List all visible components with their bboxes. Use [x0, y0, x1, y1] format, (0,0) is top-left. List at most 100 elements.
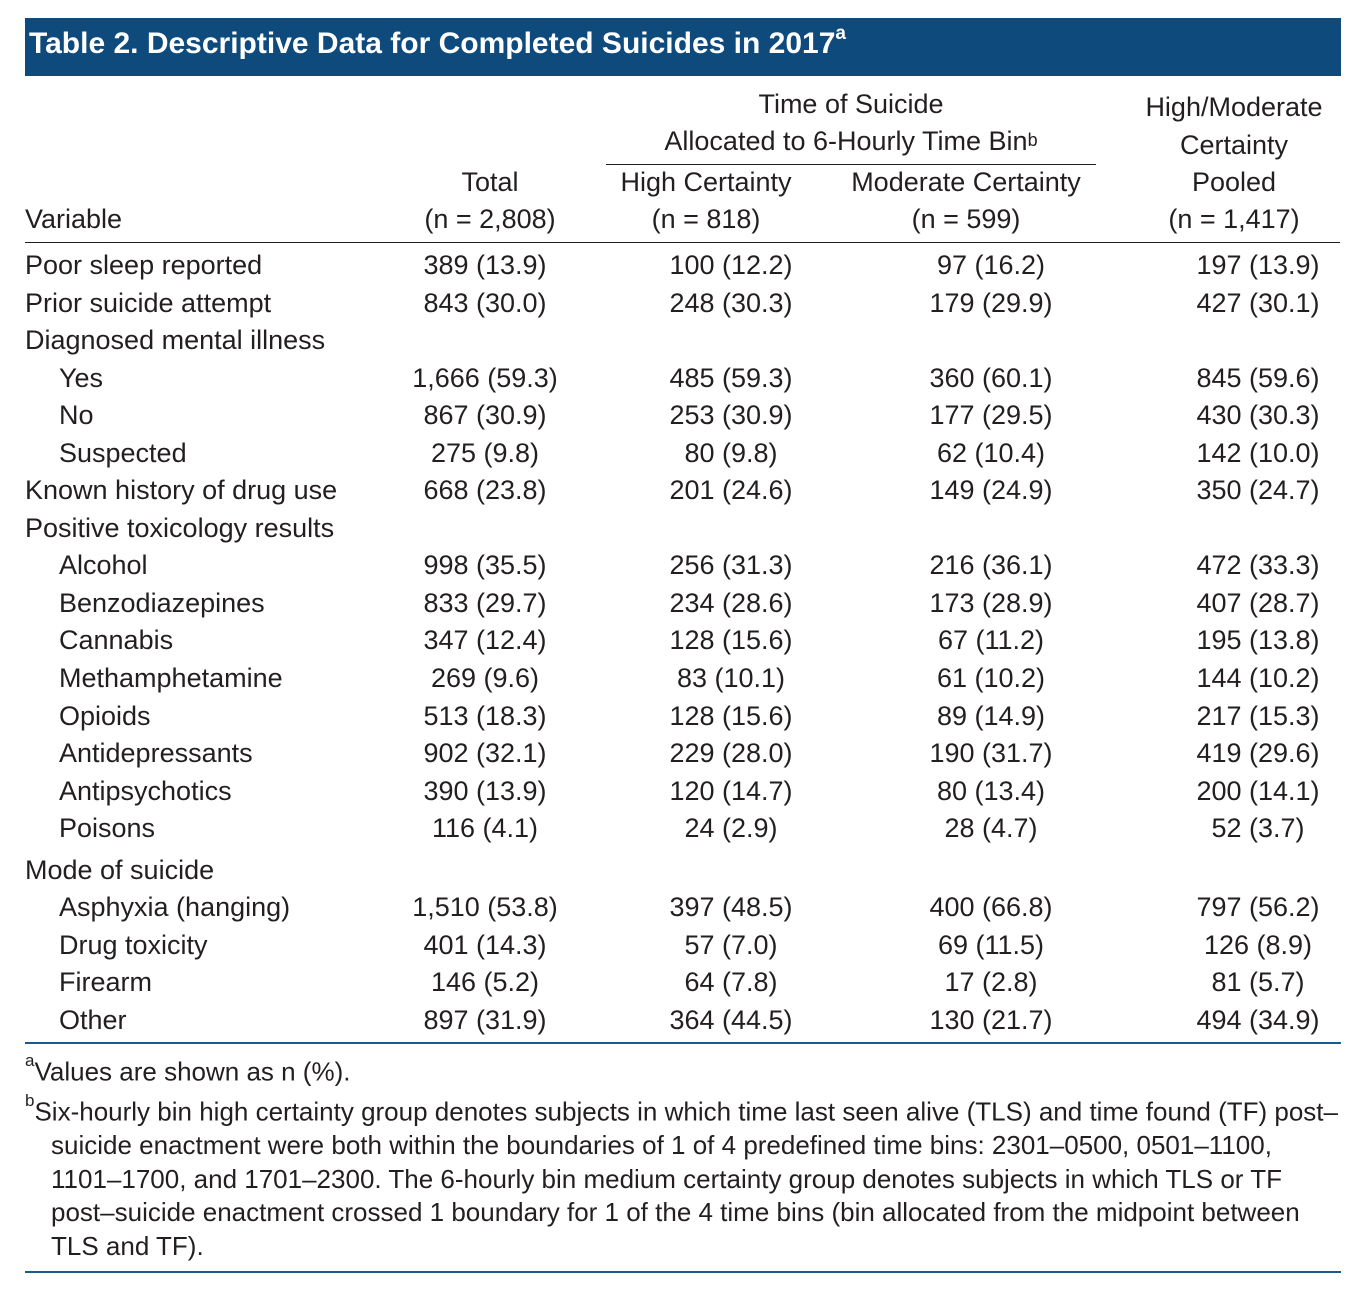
row-label: Asphyxia (hanging) [59, 892, 291, 923]
moderate-certainty-cell: 97 (16.2) [936, 250, 1046, 280]
high-certainty-cell: 248 (30.3) [669, 287, 793, 318]
high-certainty-cell: 24 (2.9) [684, 813, 778, 844]
table-row: Known history of drug use 668 (23.8) 201 (… [25, 472, 1341, 510]
total-cell: 347 (12.4) [423, 625, 547, 656]
pooled-cell: 430 (30.3) [1196, 400, 1320, 431]
table-row: Antidepressants 902 (32.1) 229 (28.0) 190 (… [25, 735, 1341, 773]
total-cell: 116 (4.1) [431, 813, 539, 844]
moderate-certainty-cell: 149 (24.9) [929, 475, 1053, 506]
table-row: Opioids 513 (18.3) 128 (15.6) 89 (14.9) 217 … [25, 698, 1341, 736]
table-row: Diagnosed mental illness [25, 322, 1341, 360]
pooled-cell: 419 (29.6) [1196, 738, 1320, 769]
row-label: No [59, 400, 94, 431]
pooled-header-line1: High/Moderate [1145, 92, 1323, 122]
pooled-cell: 472 (33.3) [1196, 550, 1320, 581]
footnote-b: bSix-hourly bin high certainty group den… [25, 1089, 1341, 1263]
row-label: Poisons [59, 813, 156, 844]
high-certainty-cell: 83 (10.1) [676, 663, 786, 694]
table-bottom-rule [25, 1042, 1341, 1044]
pooled-cell: 52 (3.7) [1211, 813, 1305, 844]
high-certainty-cell: 128 (15.6) [669, 625, 793, 656]
high-header-n: (n = 818) [651, 204, 761, 234]
row-label: Cannabis [59, 625, 174, 656]
high-certainty-cell: 64 (7.8) [684, 967, 778, 998]
total-cell: 401 (14.3) [423, 929, 547, 960]
high-certainty-cell: 253 (30.9) [669, 400, 793, 431]
table-row: Firearm 146 (5.2) 64 (7.8) 17 (2.8) 81 (5.7) [25, 964, 1341, 1002]
row-label: Opioids [59, 700, 151, 731]
header-bottom-rule [25, 242, 1340, 243]
total-header-label: Total [461, 167, 519, 197]
moderate-certainty-cell: 69 (11.5) [937, 929, 1045, 960]
footnote-b-marker: b [25, 1091, 35, 1111]
high-certainty-cell: 229 (28.0) [669, 738, 793, 769]
row-label: Antidepressants [59, 738, 253, 769]
row-label: Firearm [59, 967, 152, 998]
pooled-cell: 427 (30.1) [1196, 287, 1320, 318]
moderate-certainty-cell: 67 (11.2) [937, 625, 1045, 656]
table-row: Alcohol 998 (35.5) 256 (31.3) 216 (36.1) 472… [25, 547, 1341, 585]
title-footnote-marker: a [835, 23, 846, 44]
high-certainty-cell: 201 (24.6) [669, 475, 793, 506]
moderate-certainty-cell: 179 (29.9) [929, 287, 1053, 318]
total-header-n: (n = 2,808) [424, 204, 556, 234]
row-label: Other [59, 1004, 127, 1035]
total-cell: 843 (30.0) [423, 287, 547, 318]
row-label: Benzodiazepines [59, 587, 265, 618]
row-label: Mode of suicide [25, 854, 215, 885]
pooled-cell: 845 (59.6) [1196, 362, 1320, 393]
table-row: Cannabis 347 (12.4) 128 (15.6) 67 (11.2) 195… [25, 622, 1341, 660]
moderate-certainty-cell: 17 (2.8) [944, 967, 1038, 998]
table-row: Poisons 116 (4.1) 24 (2.9) 28 (4.7) 52 (3.7) [25, 810, 1341, 848]
total-cell: 146 (5.2) [430, 967, 540, 998]
pooled-cell: 195 (13.8) [1196, 625, 1320, 656]
moderate-certainty-cell: 400 (66.8) [929, 892, 1053, 923]
pooled-cell: 126 (8.9) [1203, 929, 1313, 960]
table-row: Prior suicide attempt 843 (30.0) 248 (30.3… [25, 285, 1341, 323]
high-certainty-cell: 128 (15.6) [669, 700, 793, 731]
pooled-cell: 142 (10.0) [1196, 437, 1320, 468]
pooled-cell: 797 (56.2) [1196, 892, 1320, 923]
pooled-header-n: (n = 1,417) [1168, 204, 1300, 234]
row-label: Drug toxicity [59, 929, 208, 960]
row-label: Known history of drug use [25, 475, 338, 506]
pooled-header-line2: Certainty [1179, 130, 1289, 160]
total-cell: 867 (30.9) [423, 400, 547, 431]
footnote-a-text: Values are shown as n (%). [34, 1056, 351, 1087]
row-label: Antipsychotics [59, 775, 232, 806]
pooled-cell: 81 (5.7) [1211, 967, 1305, 998]
table-row: Methamphetamine 269 (9.6) 83 (10.1) 61 (10.… [25, 660, 1341, 698]
table-row: Poor sleep reported 389 (13.9) 100 (12.2) 9… [25, 247, 1341, 285]
high-certainty-cell: 485 (59.3) [669, 362, 793, 393]
high-certainty-cell: 234 (28.6) [669, 587, 793, 618]
table-row: Yes 1,666 (59.3) 485 (59.3) 360 (60.1) 845 (… [25, 360, 1341, 398]
group-header-rule [606, 164, 1096, 165]
total-cell: 833 (29.7) [423, 587, 547, 618]
high-certainty-cell: 397 (48.5) [669, 892, 793, 923]
group-header-line2: Allocated to 6-Hourly Time Binb [606, 123, 1096, 164]
high-certainty-cell: 364 (44.5) [669, 1004, 793, 1035]
high-certainty-cell: 120 (14.7) [669, 775, 793, 806]
table-row: Positive toxicology results [25, 510, 1341, 548]
total-cell: 1,510 (53.8) [412, 892, 558, 923]
pooled-cell: 494 (34.9) [1196, 1004, 1320, 1035]
footnote-b-text: Six-hourly bin high certainty group deno… [34, 1096, 1338, 1261]
table-row: Drug toxicity 401 (14.3) 57 (7.0) 69 (11.5)… [25, 927, 1341, 965]
pooled-cell: 350 (24.7) [1196, 475, 1320, 506]
row-label: Methamphetamine [59, 663, 283, 694]
total-cell: 668 (23.8) [423, 475, 547, 506]
table-row: No 867 (30.9) 253 (30.9) 177 (29.5) 430 (30.… [25, 397, 1341, 435]
row-label: Yes [59, 362, 104, 393]
moderate-certainty-cell: 173 (28.9) [929, 587, 1053, 618]
pooled-cell: 217 (15.3) [1196, 700, 1320, 731]
moderate-certainty-cell: 216 (36.1) [929, 550, 1053, 581]
moderate-certainty-cell: 62 (10.4) [936, 437, 1046, 468]
moderate-header-n: (n = 599) [911, 204, 1021, 234]
moderate-certainty-cell: 177 (29.5) [929, 400, 1053, 431]
pooled-header-line3: Pooled [1191, 167, 1277, 197]
row-label: Prior suicide attempt [25, 287, 272, 318]
moderate-certainty-cell: 61 (10.2) [936, 663, 1046, 694]
row-label: Alcohol [59, 550, 148, 581]
moderate-certainty-cell: 360 (60.1) [929, 362, 1053, 393]
moderate-certainty-cell: 28 (4.7) [944, 813, 1038, 844]
